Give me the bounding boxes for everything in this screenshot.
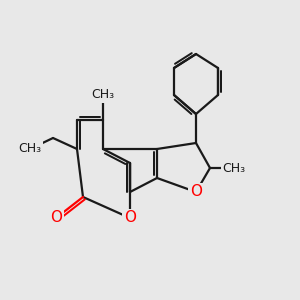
Text: O: O (190, 184, 202, 200)
Text: O: O (50, 211, 62, 226)
Text: CH₃: CH₃ (18, 142, 42, 155)
Text: O: O (124, 211, 136, 226)
Text: CH₃: CH₃ (222, 161, 246, 175)
Text: CH₃: CH₃ (92, 88, 115, 101)
